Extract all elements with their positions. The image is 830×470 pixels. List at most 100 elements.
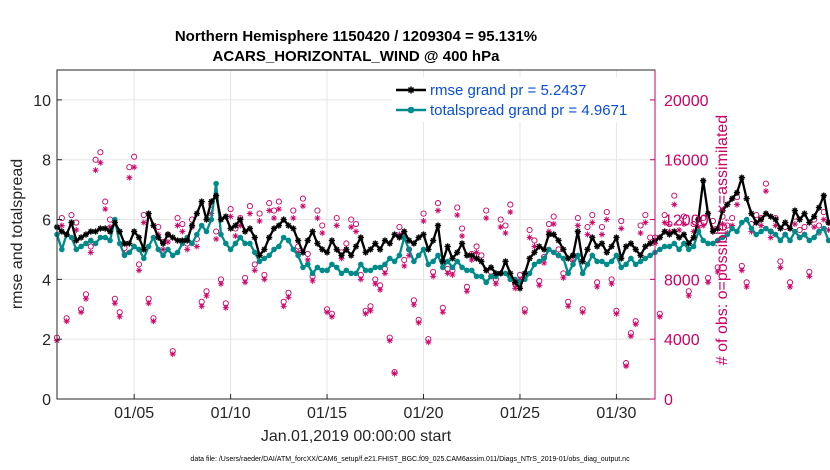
rmse-point — [594, 243, 601, 250]
obs-assimilated-point — [468, 256, 475, 263]
rmse-point — [164, 231, 172, 238]
rmse-point — [323, 249, 331, 256]
rmse-point — [217, 216, 225, 223]
rmse-point — [685, 240, 692, 247]
totalspread-point — [59, 246, 65, 253]
rmse-point — [222, 213, 229, 220]
obs-assimilated-point — [700, 222, 707, 229]
obs-assimilated-point — [430, 273, 437, 280]
totalspread-point — [295, 252, 301, 259]
obs-assimilated-point — [314, 215, 321, 222]
obs-possible-point — [179, 220, 186, 228]
rmse-point — [372, 240, 379, 247]
totalspread-point — [642, 255, 649, 262]
rmse-point — [608, 243, 615, 250]
obs-assimilated-point — [777, 264, 784, 271]
totalspread-point — [632, 261, 639, 268]
totalspread-point — [550, 249, 557, 256]
totalspread-point — [748, 225, 755, 232]
totalspread-point — [531, 261, 538, 268]
totalspread-point — [440, 264, 446, 271]
obs-assimilated-point — [613, 310, 620, 317]
totalspread-point — [608, 258, 615, 265]
totalspread-point — [796, 234, 803, 241]
rmse-point — [618, 255, 625, 262]
rmse-point — [319, 246, 326, 253]
obs-assimilated-point — [150, 318, 157, 325]
obs-possible-point — [502, 222, 509, 229]
rmse-point — [237, 216, 244, 223]
obs-count-series — [53, 149, 830, 377]
totalspread-point — [78, 243, 84, 250]
totalspread-point — [739, 219, 745, 226]
obs-assimilated-point — [198, 303, 205, 310]
totalspread-point — [329, 261, 335, 268]
rmse-point — [290, 225, 297, 232]
x-tick-label: 01/25 — [500, 405, 540, 422]
totalspread-point — [575, 252, 581, 259]
totalspread-point — [415, 252, 422, 259]
totalspread-point — [280, 234, 287, 241]
rmse-point — [540, 246, 548, 253]
obs-assimilated-point — [179, 228, 186, 235]
obs-assimilated-point — [661, 219, 668, 226]
totalspread-point — [150, 234, 157, 241]
totalspread-point — [743, 216, 750, 223]
obs-assimilated-point — [743, 283, 750, 290]
obs-possible-point — [135, 261, 143, 268]
obs-assimilated-point — [213, 235, 220, 242]
rmse-point — [304, 237, 311, 244]
totalspread-point — [141, 255, 147, 262]
right-tick-label: 8000 — [664, 272, 700, 289]
totalspread-point — [459, 264, 465, 271]
obs-assimilated-point — [705, 279, 712, 286]
x-tick-label: 01/05 — [114, 405, 154, 422]
totalspread-point — [121, 252, 128, 259]
rmse-point — [203, 216, 210, 223]
data-file-footer: data file: /Users/raeder/DAI/ATM_forcXX/… — [190, 456, 630, 463]
obs-assimilated-point — [637, 230, 644, 237]
rmse-point — [642, 243, 649, 250]
totalspread-point — [806, 237, 813, 244]
totalspread-point — [160, 252, 166, 259]
rmse-point — [637, 252, 644, 259]
rmse-point — [135, 234, 143, 241]
obs-assimilated-point — [632, 321, 639, 328]
totalspread-point — [97, 234, 104, 241]
obs-assimilated-point — [656, 313, 663, 320]
totalspread-point — [131, 243, 137, 250]
rmse-point — [285, 222, 292, 229]
obs-assimilated-point — [584, 231, 591, 238]
obs-assimilated-point — [135, 267, 142, 274]
totalspread-point — [102, 234, 109, 241]
obs-assimilated-point — [420, 218, 427, 225]
totalspread-point — [526, 270, 533, 277]
rmse-point — [536, 243, 543, 250]
rmse-point — [569, 252, 577, 259]
rmse-point — [266, 234, 273, 241]
obs-assimilated-point — [58, 222, 65, 229]
totalspread-point — [343, 267, 350, 274]
totalspread-point — [570, 261, 576, 268]
totalspread-point — [676, 246, 682, 253]
obs-possible-point — [680, 213, 687, 220]
legend-marker-totalspread — [407, 106, 415, 114]
totalspread-point — [801, 231, 808, 238]
totalspread-point — [324, 267, 330, 274]
obs-assimilated-point — [348, 224, 355, 231]
rmse-point — [188, 222, 196, 229]
obs-assimilated-point — [623, 363, 630, 370]
rmse-point — [227, 225, 234, 232]
totalspread-point — [309, 270, 316, 277]
obs-assimilated-point — [459, 232, 466, 239]
legend-label-rmse: rmse grand pr = 5.2437 — [430, 82, 586, 99]
obs-assimilated-point — [116, 313, 123, 320]
totalspread-point — [546, 246, 552, 253]
totalspread-point — [169, 252, 176, 259]
rmse-point — [126, 240, 133, 247]
obs-possible-point — [642, 212, 649, 219]
totalspread-point — [700, 237, 707, 244]
obs-assimilated-point — [164, 238, 171, 245]
totalspread-point — [628, 255, 634, 262]
obs-possible-point — [618, 217, 625, 225]
